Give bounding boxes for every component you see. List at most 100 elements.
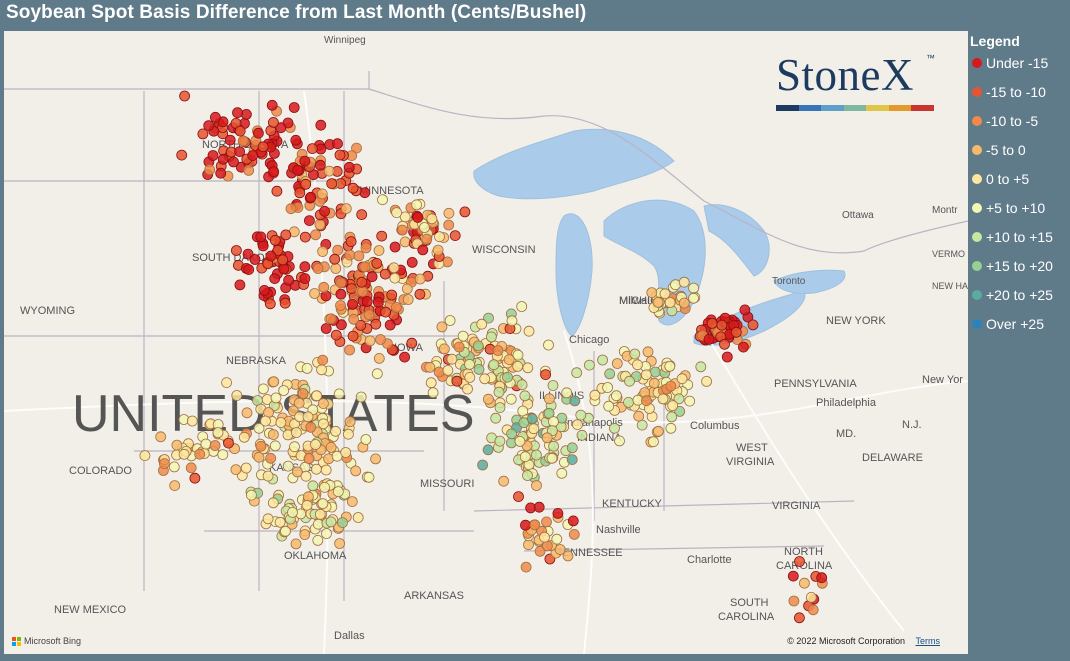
basis-point[interactable] bbox=[348, 313, 360, 325]
basis-point[interactable] bbox=[320, 323, 332, 334]
basis-point[interactable] bbox=[186, 415, 198, 427]
basis-point[interactable] bbox=[234, 279, 246, 291]
basis-point[interactable] bbox=[258, 284, 270, 296]
basis-point[interactable] bbox=[230, 245, 242, 256]
basis-point[interactable] bbox=[597, 354, 608, 366]
basis-point[interactable] bbox=[794, 556, 805, 567]
basis-point[interactable] bbox=[386, 289, 398, 301]
basis-point[interactable] bbox=[688, 292, 699, 304]
basis-point[interactable] bbox=[506, 315, 518, 327]
basis-point[interactable] bbox=[399, 351, 411, 363]
basis-point[interactable] bbox=[611, 390, 622, 402]
basis-point[interactable] bbox=[653, 425, 664, 437]
basis-point[interactable] bbox=[317, 418, 329, 430]
basis-point[interactable] bbox=[540, 369, 551, 381]
basis-point[interactable] bbox=[453, 341, 465, 353]
basis-point[interactable] bbox=[307, 480, 319, 492]
basis-point[interactable] bbox=[207, 150, 219, 161]
basis-point[interactable] bbox=[364, 335, 376, 347]
basis-point[interactable] bbox=[520, 519, 531, 531]
basis-point[interactable] bbox=[641, 395, 652, 407]
basis-point[interactable] bbox=[646, 287, 658, 299]
basis-point[interactable] bbox=[623, 396, 634, 408]
basis-point[interactable] bbox=[334, 149, 346, 161]
basis-point[interactable] bbox=[372, 296, 384, 308]
basis-point[interactable] bbox=[695, 361, 707, 373]
basis-point[interactable] bbox=[816, 572, 828, 584]
basis-point[interactable] bbox=[334, 538, 346, 549]
basis-point[interactable] bbox=[552, 507, 564, 519]
basis-point[interactable] bbox=[310, 463, 322, 475]
legend-item[interactable]: +10 to +15 bbox=[970, 229, 1070, 258]
basis-point[interactable] bbox=[301, 499, 313, 511]
basis-point[interactable] bbox=[370, 318, 382, 330]
basis-point[interactable] bbox=[805, 592, 817, 603]
basis-point[interactable] bbox=[200, 438, 212, 450]
basis-point[interactable] bbox=[139, 450, 151, 462]
basis-point[interactable] bbox=[376, 230, 388, 242]
basis-point[interactable] bbox=[640, 369, 652, 381]
basis-point[interactable] bbox=[572, 419, 583, 431]
basis-point[interactable] bbox=[350, 465, 362, 477]
basis-point[interactable] bbox=[155, 431, 167, 443]
basis-point[interactable] bbox=[360, 434, 372, 445]
basis-point[interactable] bbox=[326, 178, 338, 190]
basis-point[interactable] bbox=[311, 390, 323, 402]
basis-point[interactable] bbox=[305, 191, 317, 203]
basis-point[interactable] bbox=[344, 344, 356, 356]
basis-point[interactable] bbox=[676, 373, 688, 385]
basis-point[interactable] bbox=[584, 359, 595, 371]
basis-point[interactable] bbox=[417, 244, 429, 256]
basis-point[interactable] bbox=[361, 296, 373, 307]
basis-point[interactable] bbox=[706, 317, 718, 329]
basis-point[interactable] bbox=[494, 435, 506, 447]
basis-point[interactable] bbox=[546, 452, 558, 464]
basis-point[interactable] bbox=[325, 516, 337, 528]
legend-item[interactable]: +5 to +10 bbox=[970, 200, 1070, 229]
basis-point[interactable] bbox=[299, 529, 311, 540]
basis-point[interactable] bbox=[477, 459, 489, 471]
legend-item[interactable]: +20 to +25 bbox=[970, 287, 1070, 316]
basis-point[interactable] bbox=[294, 187, 306, 199]
basis-point[interactable] bbox=[516, 379, 528, 391]
basis-point[interactable] bbox=[436, 321, 448, 333]
basis-point[interactable] bbox=[373, 352, 385, 364]
basis-point[interactable] bbox=[493, 386, 505, 398]
basis-point[interactable] bbox=[288, 102, 300, 113]
basis-point[interactable] bbox=[346, 496, 358, 508]
basis-point[interactable] bbox=[243, 164, 255, 176]
basis-point[interactable] bbox=[234, 146, 246, 157]
basis-point[interactable] bbox=[290, 427, 302, 438]
basis-point[interactable] bbox=[528, 423, 540, 435]
basis-point[interactable] bbox=[371, 368, 383, 380]
basis-point[interactable] bbox=[513, 491, 524, 503]
basis-point[interactable] bbox=[657, 393, 669, 405]
basis-point[interactable] bbox=[421, 233, 433, 245]
basis-point[interactable] bbox=[337, 517, 348, 529]
basis-point[interactable] bbox=[247, 150, 259, 161]
basis-point[interactable] bbox=[719, 338, 730, 350]
basis-point[interactable] bbox=[290, 538, 302, 550]
basis-point[interactable] bbox=[267, 429, 279, 441]
basis-point[interactable] bbox=[419, 222, 430, 233]
basis-point[interactable] bbox=[319, 481, 331, 493]
basis-point[interactable] bbox=[443, 207, 455, 219]
basis-point[interactable] bbox=[375, 334, 386, 345]
basis-point[interactable] bbox=[399, 211, 411, 223]
basis-point[interactable] bbox=[401, 283, 413, 295]
basis-point[interactable] bbox=[297, 388, 309, 399]
basis-point[interactable] bbox=[363, 309, 375, 321]
basis-point[interactable] bbox=[332, 486, 344, 498]
basis-point[interactable] bbox=[738, 341, 749, 353]
basis-point[interactable] bbox=[243, 264, 255, 276]
basis-point[interactable] bbox=[609, 422, 620, 434]
basis-point[interactable] bbox=[390, 301, 402, 313]
basis-point[interactable] bbox=[389, 241, 401, 253]
basis-point[interactable] bbox=[299, 273, 311, 284]
basis-point[interactable] bbox=[551, 533, 563, 545]
basis-point[interactable] bbox=[568, 528, 580, 540]
basis-point[interactable] bbox=[412, 211, 424, 223]
basis-point[interactable] bbox=[548, 416, 559, 428]
basis-point[interactable] bbox=[614, 435, 625, 447]
basis-point[interactable] bbox=[266, 99, 278, 111]
